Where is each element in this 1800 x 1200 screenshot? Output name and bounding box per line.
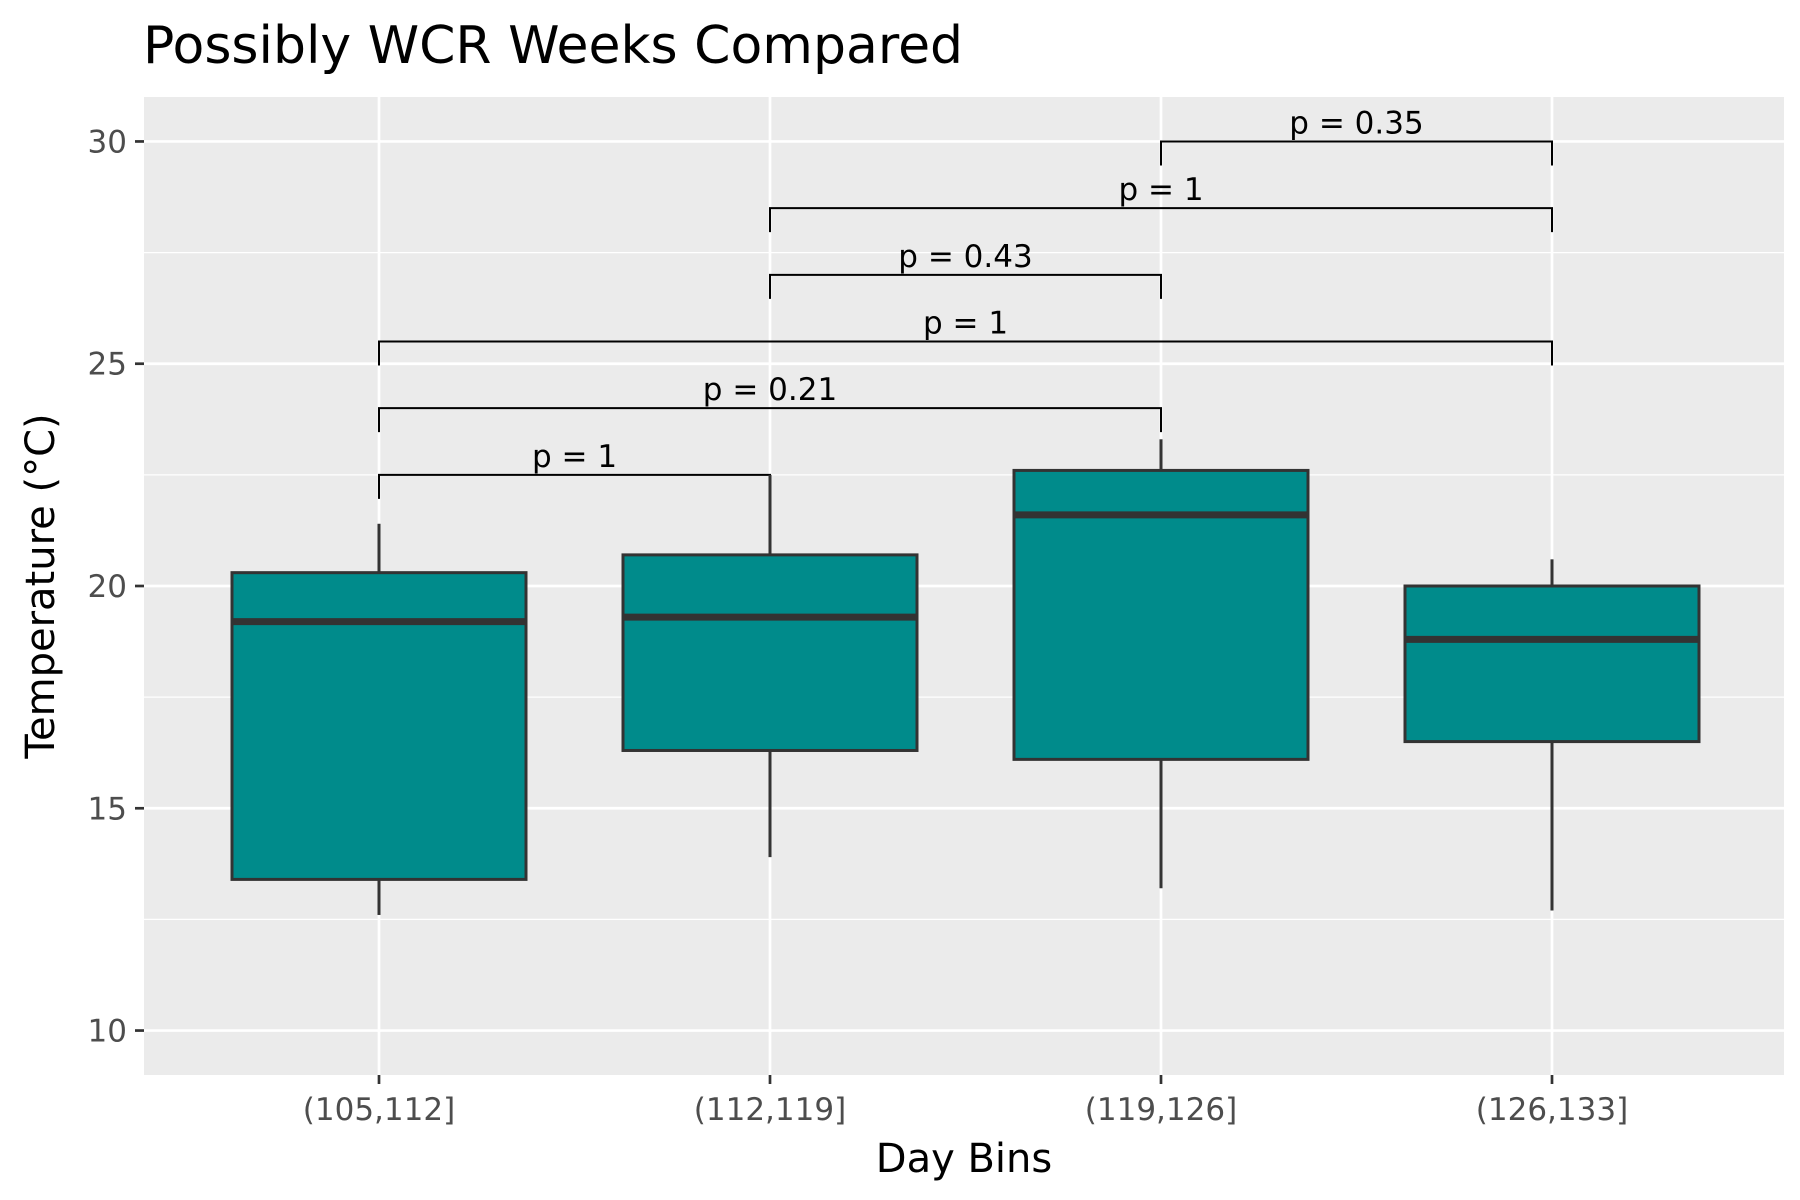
comparison-bracket: p = 0.21 (378, 372, 1162, 433)
y-tick-label: 10 (88, 1014, 127, 1050)
p-value-label: p = 1 (532, 439, 617, 475)
y-tick-label: 20 (88, 569, 127, 605)
comparison-bracket: p = 0.43 (769, 239, 1162, 299)
x-tick-label: (105,112] (303, 1092, 455, 1128)
y-tick-label: 15 (88, 791, 127, 827)
chart-title: Possibly WCR Weeks Compared (143, 16, 963, 76)
box-layer (230, 439, 1701, 915)
boxplot (1403, 559, 1701, 911)
box-iqr (1012, 468, 1310, 761)
bracket-line (769, 207, 1553, 233)
p-value-label: p = 0.21 (703, 372, 837, 408)
y-tick-label: 25 (88, 347, 127, 383)
bracket-line (378, 340, 1553, 366)
box-iqr (1403, 584, 1701, 744)
bracket-line (769, 273, 1162, 299)
comparison-bracket: p = 1 (378, 306, 1553, 366)
y-tick-label: 30 (88, 124, 127, 160)
comparison-bracket: p = 1 (769, 172, 1553, 233)
comparison-layer: p = 1 p = 0.21 p = 1 p = 0.43 p = 1 p = 0.35 (378, 105, 1553, 499)
p-value-label: p = 0.35 (1289, 105, 1423, 141)
x-axis-title: Day Bins (876, 1136, 1052, 1182)
comparison-bracket: p = 0.35 (1160, 105, 1553, 166)
x-tick-label: (126,133] (1476, 1092, 1628, 1128)
bracket-line (1160, 140, 1553, 166)
x-tick-label: (112,119] (694, 1092, 846, 1128)
box-iqr (621, 553, 919, 752)
boxplot (1012, 439, 1310, 889)
boxplot (230, 523, 528, 915)
p-value-label: p = 0.43 (898, 239, 1032, 275)
boxplot (621, 474, 919, 858)
p-value-label: p = 1 (1118, 172, 1203, 208)
y-axis-title: Temperature (°C) (18, 413, 64, 759)
x-tick-label: (119,126] (1085, 1092, 1237, 1128)
p-value-label: p = 1 (923, 306, 1008, 342)
bracket-line (378, 407, 1162, 433)
axis-layer: 10 15 20 25 30 (105,112] (112,119] (119,126] (12… (88, 124, 1629, 1128)
